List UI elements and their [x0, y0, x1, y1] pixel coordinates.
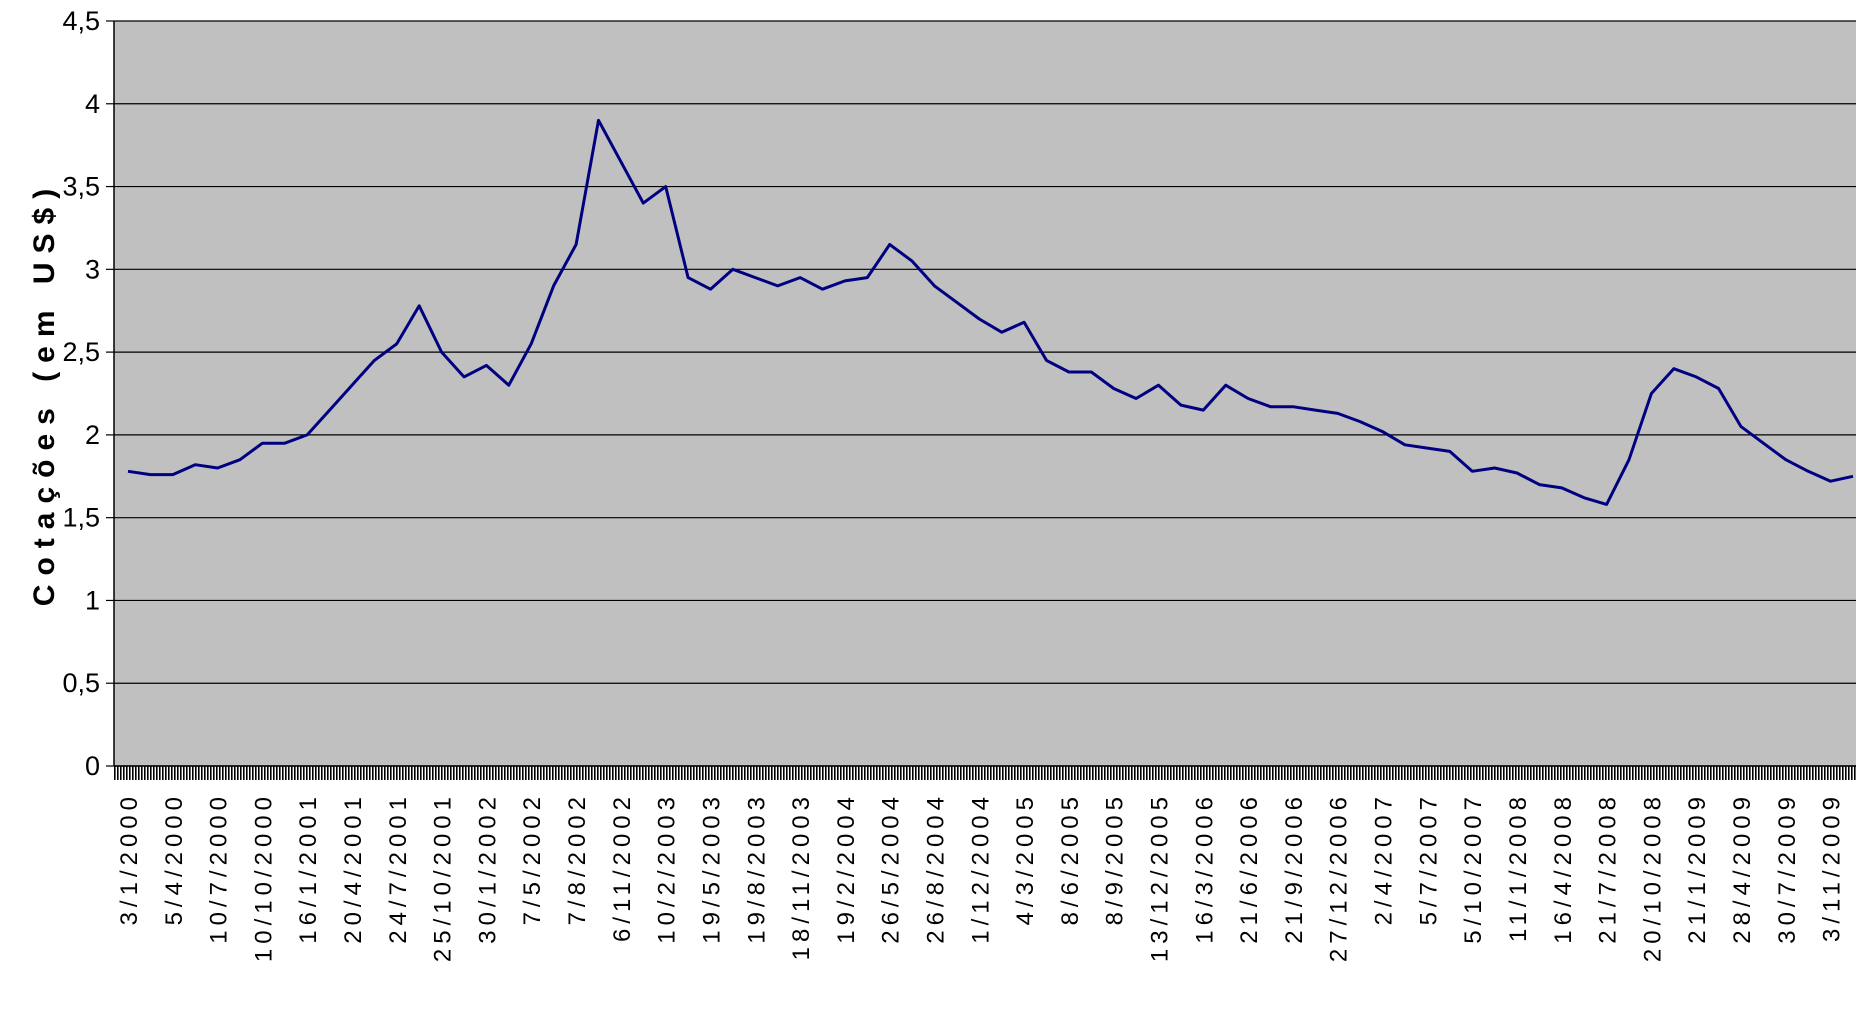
x-axis-ticks — [114, 766, 1856, 780]
x-tick-label: 20/4/2001 — [340, 792, 367, 944]
y-tick-label: 3,5 — [62, 172, 100, 202]
x-tick-label: 26/5/2004 — [878, 792, 905, 944]
x-tick-label: 16/3/2006 — [1191, 792, 1218, 944]
x-tick-label: 5/4/2000 — [161, 792, 188, 925]
series-line — [127, 118, 1854, 506]
x-tick-label: 10/7/2000 — [206, 792, 233, 944]
y-tick-label: 2 — [85, 420, 100, 450]
x-tick-label: 6/11/2002 — [609, 792, 636, 942]
plot-area — [114, 21, 1856, 766]
y-tick-label: 4 — [85, 89, 100, 119]
x-tick-label: 28/4/2009 — [1729, 792, 1756, 944]
x-tick-label: 19/2/2004 — [833, 792, 860, 944]
x-tick-label: 4/3/2005 — [1012, 792, 1039, 925]
x-tick-label: 7/5/2002 — [519, 792, 546, 925]
y-tick-label: 0,5 — [62, 668, 100, 698]
x-tick-label: 16/1/2001 — [295, 792, 322, 944]
x-tick-label: 21/6/2006 — [1236, 792, 1263, 944]
x-tick-label: 16/4/2008 — [1550, 792, 1577, 944]
x-tick-label: 10/2/2003 — [654, 792, 681, 944]
x-tick-label: 13/12/2005 — [1147, 792, 1174, 962]
x-tick-label: 24/7/2001 — [385, 792, 412, 944]
x-tick-label: 19/8/2003 — [743, 792, 770, 944]
x-tick-label: 2/4/2007 — [1371, 792, 1398, 925]
x-tick-label: 3/11/2009 — [1819, 792, 1846, 942]
x-tick-label: 21/9/2006 — [1281, 792, 1308, 944]
y-tick-label: 1 — [85, 585, 100, 615]
x-tick-label: 21/1/2009 — [1684, 792, 1711, 944]
x-tick-label: 8/6/2005 — [1057, 792, 1084, 925]
x-tick-label: 10/10/2000 — [250, 792, 277, 962]
x-tick-label: 30/1/2002 — [474, 792, 501, 944]
x-tick-label: 30/7/2009 — [1774, 792, 1801, 944]
x-tick-label: 11/1/2008 — [1505, 792, 1532, 942]
x-tick-label: 3/1/2000 — [116, 792, 143, 925]
x-tick-label: 5/10/2007 — [1460, 792, 1487, 944]
x-tick-label: 5/7/2007 — [1415, 792, 1442, 925]
x-tick-label: 7/8/2002 — [564, 792, 591, 925]
x-tick-label: 1/12/2004 — [967, 792, 994, 944]
y-axis-title: Cotações (em US$) — [28, 180, 61, 606]
x-tick-label: 8/9/2005 — [1102, 792, 1129, 925]
y-tick-label: 2,5 — [62, 337, 100, 367]
x-tick-label: 21/7/2008 — [1595, 792, 1622, 944]
x-tick-label: 20/10/2008 — [1639, 792, 1666, 962]
x-tick-label: 19/5/2003 — [698, 792, 725, 944]
y-tick-label: 4,5 — [62, 6, 100, 36]
y-tick-label: 1,5 — [62, 503, 100, 533]
x-tick-label: 25/10/2001 — [430, 792, 457, 962]
x-tick-label: 26/8/2004 — [922, 792, 949, 944]
y-tick-label: 3 — [85, 254, 100, 284]
x-tick-label: 18/11/2003 — [788, 792, 815, 960]
y-tick-label: 0 — [85, 751, 100, 781]
x-tick-label: 27/12/2006 — [1326, 792, 1353, 962]
